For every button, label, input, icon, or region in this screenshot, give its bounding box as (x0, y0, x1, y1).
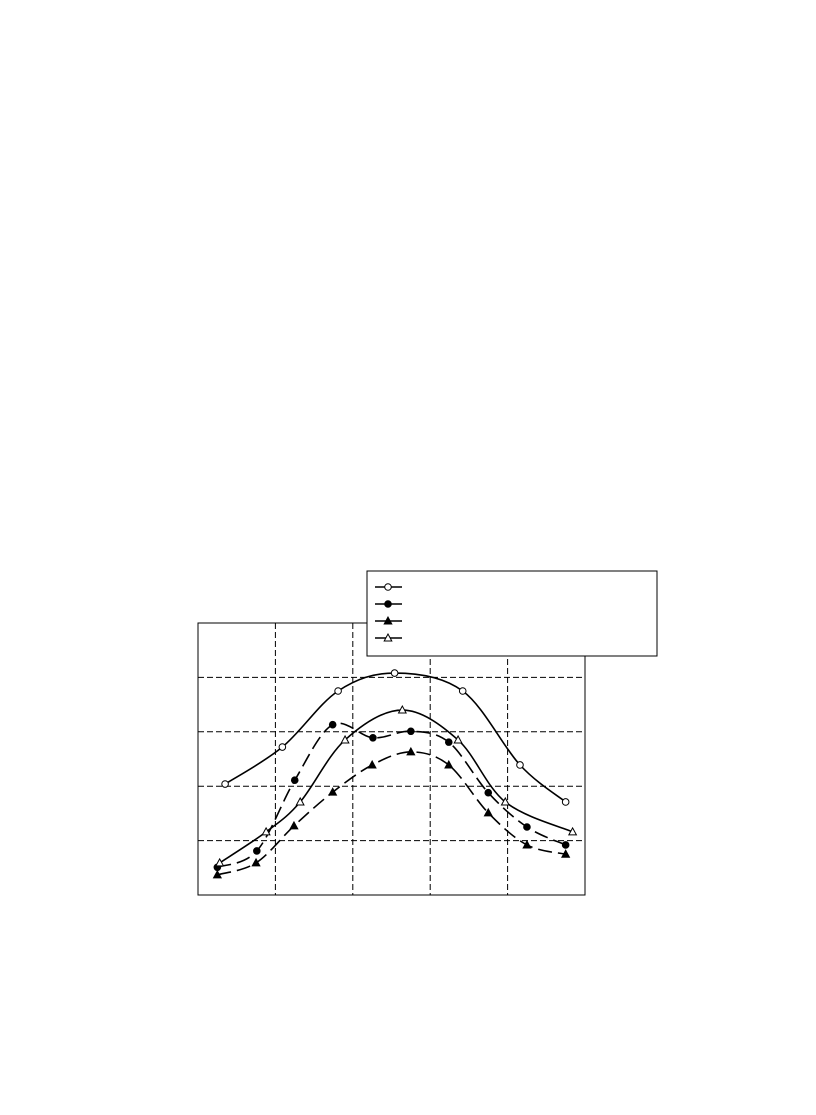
marker (390, 669, 399, 677)
marker (406, 746, 416, 756)
marker (369, 733, 377, 742)
marker (407, 727, 415, 736)
marker (522, 839, 532, 849)
series-line (224, 672, 567, 803)
series-line (219, 709, 573, 864)
legend-box (366, 570, 658, 657)
marker (261, 826, 271, 836)
legend-marker (383, 632, 393, 642)
marker (500, 796, 510, 806)
marker (484, 788, 493, 797)
marker (278, 743, 287, 751)
marker (397, 704, 407, 714)
series-line (217, 722, 566, 869)
marker (295, 796, 305, 806)
marker (458, 687, 467, 695)
marker (561, 849, 571, 858)
series-line (217, 751, 566, 876)
legend-marker (384, 600, 392, 608)
marker (561, 798, 570, 806)
marker (253, 847, 261, 855)
marker (340, 734, 350, 744)
marker (567, 826, 578, 836)
marker (328, 787, 338, 796)
marker (444, 738, 453, 746)
marker (328, 720, 337, 729)
marker (290, 776, 299, 785)
legend-marker (383, 615, 393, 625)
marker (251, 857, 261, 867)
marker (516, 761, 524, 769)
marker (212, 869, 222, 879)
marker (523, 823, 531, 831)
marker (453, 734, 463, 744)
marker (289, 820, 299, 830)
marker (221, 780, 229, 788)
marker (561, 841, 570, 849)
marker (483, 807, 493, 817)
marker (444, 759, 454, 769)
marker (367, 759, 377, 769)
marker (334, 687, 342, 695)
legend-marker (384, 583, 392, 591)
marker (215, 857, 225, 867)
